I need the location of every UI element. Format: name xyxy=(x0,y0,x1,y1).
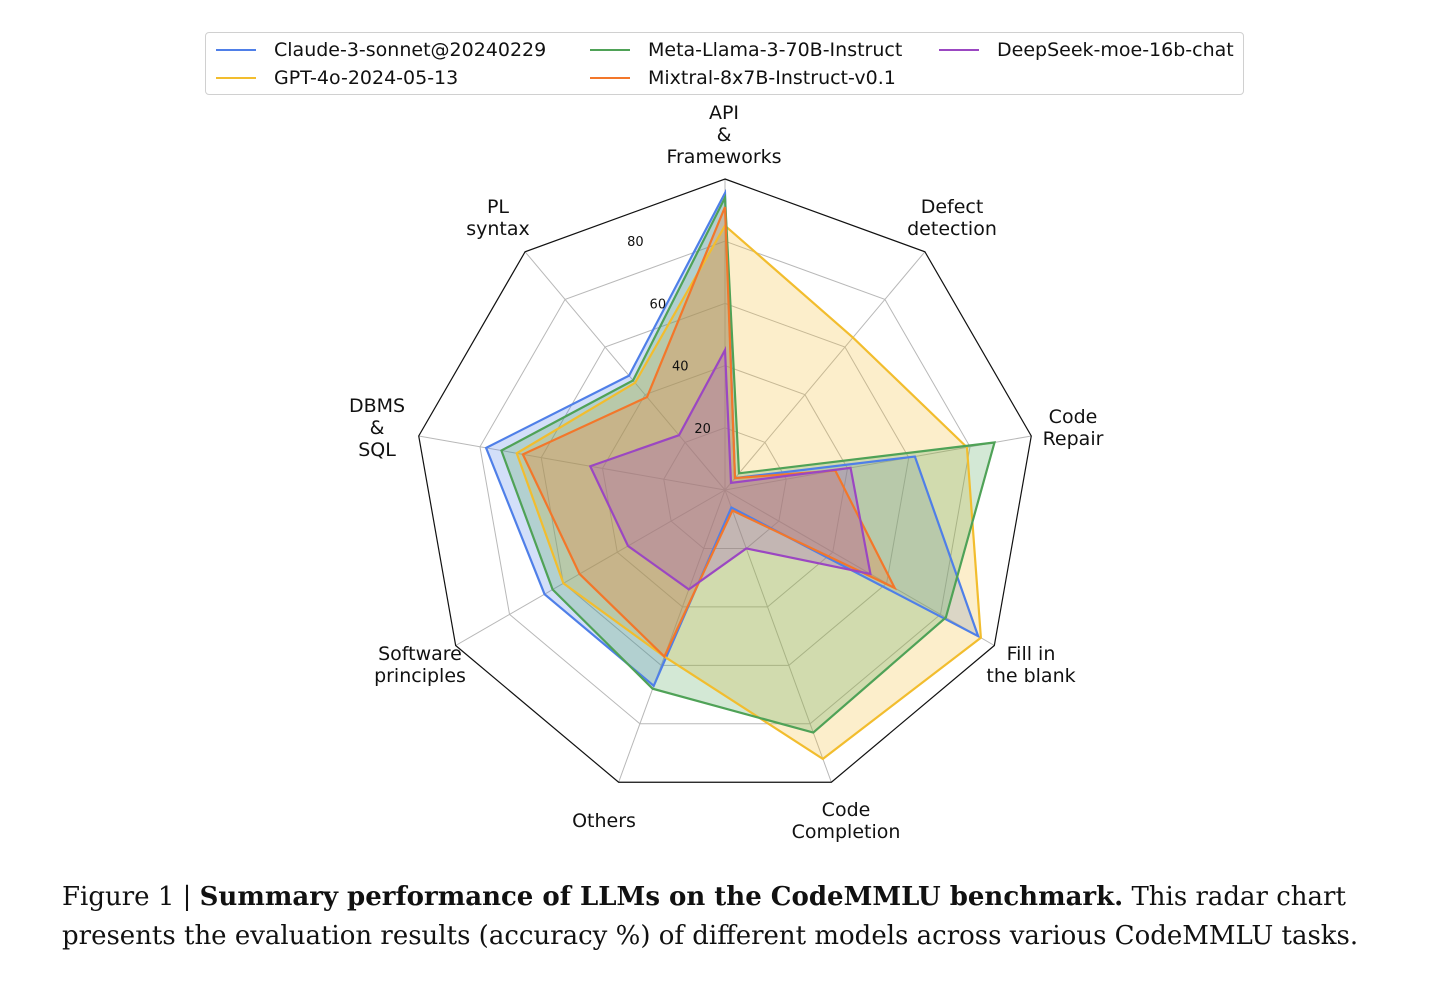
legend-label: GPT-4o-2024-05-13 xyxy=(274,67,459,89)
legend-swatch xyxy=(216,77,256,79)
legend-swatch xyxy=(939,49,979,51)
series-fill xyxy=(522,206,895,657)
grid-spoke xyxy=(618,489,726,783)
series-fill xyxy=(486,192,979,686)
legend-label: Meta-Llama-3-70B-Instruct xyxy=(648,39,903,61)
grid-ring xyxy=(601,365,849,608)
legend-swatch xyxy=(216,49,256,51)
category-label: DBMS & SQL xyxy=(349,395,405,461)
legend-item-claude: Claude-3-sonnet@20240229 xyxy=(216,39,546,61)
category-label: Defect detection xyxy=(907,196,997,240)
grid-spoke xyxy=(524,251,726,491)
legend-item-mixtral: Mixtral-8x7B-Instruct-v0.1 xyxy=(590,67,896,89)
legend-swatch xyxy=(590,49,630,51)
caption-prefix: Figure 1 | xyxy=(62,882,200,912)
caption-text: This radar chart presents the evaluation… xyxy=(62,882,1359,951)
radar-chart: 20 40 60 80 API & Frameworks Defect detection Cod… xyxy=(349,102,1104,843)
series-line xyxy=(588,346,872,591)
grid-ring xyxy=(663,427,787,549)
category-label: Software principles xyxy=(374,643,466,687)
caption-title: Summary performance of LLMs on the CodeM… xyxy=(199,882,1124,912)
legend-label: DeepSeek-moe-16b-chat xyxy=(997,39,1234,61)
legend-item-gpt4o: GPT-4o-2024-05-13 xyxy=(216,67,458,89)
tick-label: 60 xyxy=(650,297,667,312)
legend-label: Claude-3-sonnet@20240229 xyxy=(274,39,547,61)
grid-spoke xyxy=(724,489,995,646)
category-label: Fill in the blank xyxy=(986,643,1075,687)
category-label: Code Repair xyxy=(1043,406,1104,450)
legend-item-deepseek: DeepSeek-moe-16b-chat xyxy=(939,39,1234,61)
tick-label: 40 xyxy=(672,360,689,375)
category-label: Code Completion xyxy=(792,799,901,843)
series-line xyxy=(500,193,997,734)
legend-item-llama: Meta-Llama-3-70B-Instruct xyxy=(590,39,902,61)
category-label: API & Frameworks xyxy=(666,102,781,168)
figure-caption: Figure 1 | Summary performance of LLMs o… xyxy=(62,878,1402,956)
legend-swatch xyxy=(590,77,630,79)
grid-spoke xyxy=(724,251,926,491)
tick-label: 20 xyxy=(694,422,711,437)
legend: Claude-3-sonnet@20240229 GPT-4o-2024-05-… xyxy=(205,32,1244,95)
outer-frame xyxy=(418,178,1032,783)
grid-ring xyxy=(479,240,971,725)
legend-label: Mixtral-8x7B-Instruct-v0.1 xyxy=(648,67,896,89)
series-fill xyxy=(501,197,995,733)
series-line xyxy=(515,223,983,761)
grid-spoke xyxy=(418,435,726,491)
grid-ring xyxy=(540,302,910,666)
tick-label: 80 xyxy=(627,235,644,250)
category-label: Others xyxy=(572,810,636,832)
grid-spoke xyxy=(455,489,726,646)
category-label: PL syntax xyxy=(466,196,530,240)
